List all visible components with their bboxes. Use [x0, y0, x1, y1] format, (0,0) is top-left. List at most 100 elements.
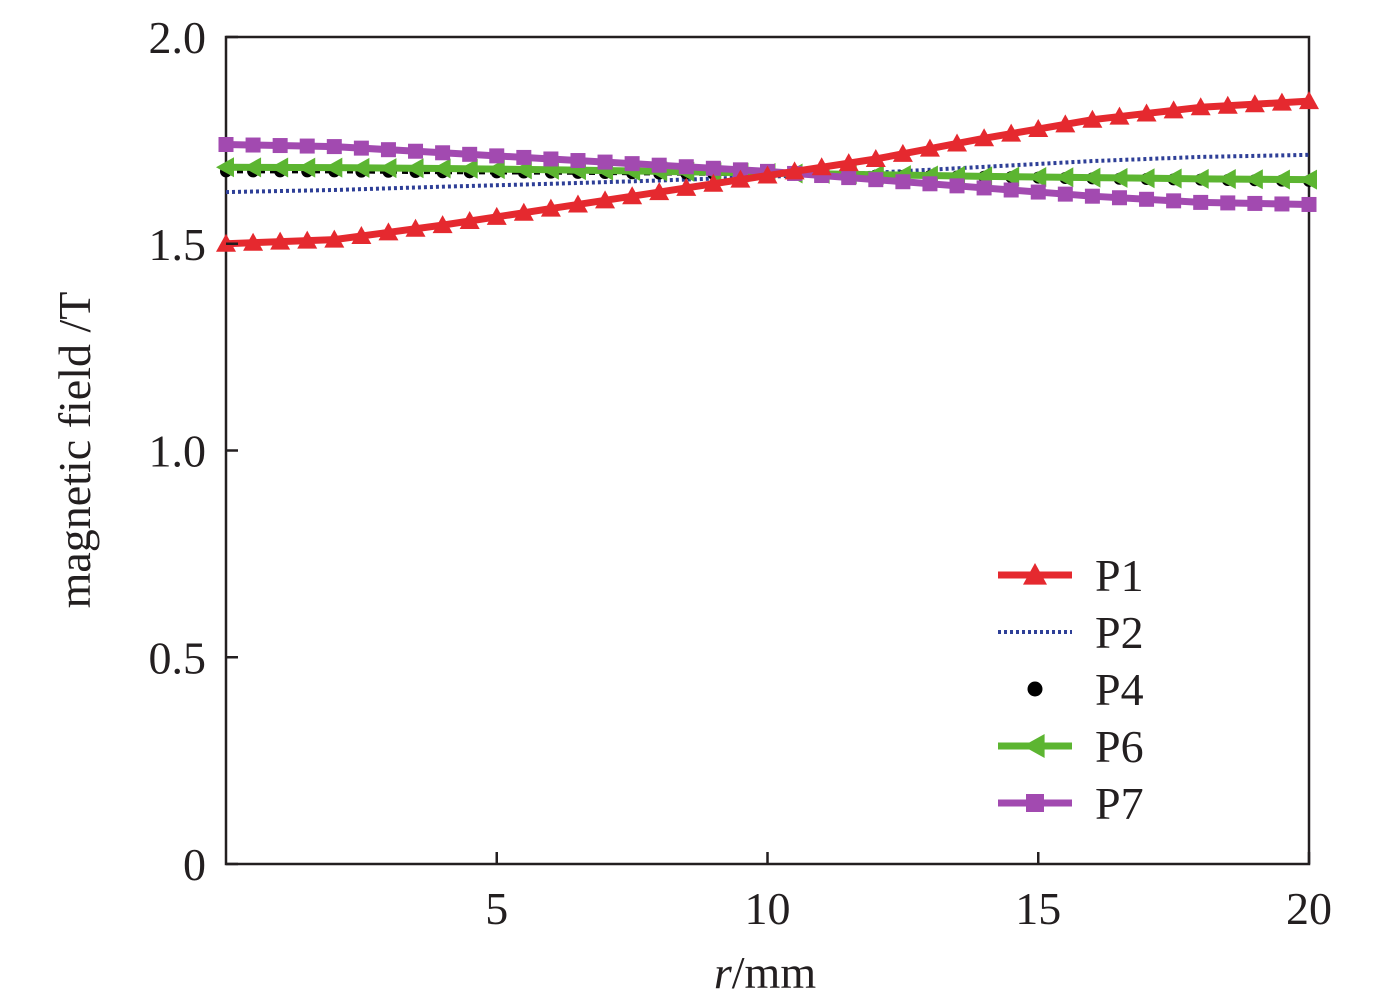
plot-frame: [224, 35, 1311, 866]
data-point: [922, 176, 938, 192]
data-point: [513, 202, 534, 221]
legend-swatch-marker: [1023, 563, 1047, 585]
data-point: [351, 157, 370, 178]
data-point: [895, 174, 911, 190]
legend-item-p2: P2: [998, 607, 1144, 658]
data-point: [1030, 184, 1046, 200]
data-point: [1109, 106, 1130, 125]
data-point: [1082, 109, 1103, 128]
data-point: [1166, 193, 1182, 209]
data-point: [1220, 195, 1236, 211]
x-tick-label: 10: [745, 883, 791, 934]
data-point: [1190, 168, 1209, 189]
data-point: [1139, 191, 1155, 207]
legend-item-p7: P7: [998, 778, 1144, 829]
data-point: [784, 161, 805, 180]
data-point: [678, 159, 694, 175]
legend-item-p6: P6: [998, 721, 1144, 772]
data-point: [567, 194, 588, 213]
data-point: [1084, 188, 1100, 204]
data-point: [651, 157, 667, 173]
data-point: [838, 153, 859, 172]
data-point: [570, 153, 586, 169]
data-point: [705, 160, 721, 176]
data-point: [622, 186, 643, 205]
y-tick-label: 2.0: [149, 12, 207, 63]
data-point: [540, 198, 561, 217]
data-point: [324, 229, 345, 248]
data-point: [486, 159, 505, 180]
legend: P1 P2 P4 P6 P7: [998, 550, 1144, 829]
x-tick-label: 15: [1015, 883, 1061, 934]
data-point: [459, 158, 478, 179]
data-point: [865, 148, 886, 167]
data-point: [1111, 190, 1127, 206]
data-point: [1271, 92, 1292, 111]
data-point: [459, 211, 480, 230]
data-point: [1244, 169, 1263, 190]
legend-swatch-marker: [1023, 734, 1045, 758]
data-point: [1001, 123, 1022, 142]
data-point: [1217, 95, 1238, 114]
data-point: [1190, 97, 1211, 116]
legend-item-p1: P1: [998, 550, 1144, 601]
y-tick-label: 0.5: [149, 632, 207, 683]
data-point: [595, 190, 616, 209]
data-point: [543, 151, 559, 167]
legend-label: P1: [1095, 550, 1144, 601]
data-point: [1299, 91, 1319, 110]
data-point: [326, 139, 342, 155]
data-point: [1028, 119, 1049, 138]
data-point: [324, 157, 343, 178]
data-point: [351, 225, 372, 244]
data-point: [216, 157, 234, 178]
x-axis-title: r/mm: [714, 947, 816, 998]
y-axis-title: magnetic field /T: [49, 292, 100, 609]
data-point: [270, 231, 291, 250]
data-point: [1003, 182, 1019, 198]
data-point: [1109, 167, 1128, 188]
x-tick-label: 5: [485, 883, 508, 934]
x-tick-label: 20: [1286, 883, 1332, 934]
data-point: [1163, 100, 1184, 119]
legend-label: P7: [1095, 778, 1144, 829]
data-point: [676, 177, 697, 196]
data-point: [405, 218, 426, 237]
data-point: [1301, 196, 1317, 212]
data-point: [649, 182, 670, 201]
data-point: [218, 137, 234, 153]
data-point: [919, 138, 940, 157]
legend-item-p4: P4: [1027, 664, 1144, 715]
data-point: [245, 137, 261, 153]
data-point: [868, 172, 884, 188]
plot-area: [224, 35, 1311, 866]
data-point: [380, 142, 396, 158]
data-point: [1055, 167, 1074, 188]
data-point: [703, 173, 724, 192]
data-point: [489, 148, 505, 164]
data-point: [811, 157, 832, 176]
data-point: [1247, 195, 1263, 211]
data-point: [1055, 114, 1076, 133]
data-point: [270, 157, 289, 178]
data-point: [1299, 169, 1317, 190]
data-point: [405, 158, 424, 179]
legend-label: P4: [1095, 664, 1144, 715]
legend-label: P6: [1095, 721, 1144, 772]
x-axis-title-variable: r: [714, 947, 733, 998]
legend-swatch-marker: [1027, 681, 1043, 697]
data-point: [378, 222, 399, 241]
data-point: [757, 165, 778, 184]
data-point: [462, 146, 478, 162]
data-point: [1274, 196, 1290, 212]
data-point: [378, 158, 397, 179]
data-point: [297, 157, 316, 178]
data-point: [243, 157, 262, 178]
x-axis: 5 10 15 20: [485, 852, 1332, 934]
x-axis-title-unit: /mm: [732, 947, 817, 998]
legend-swatch-marker: [1026, 794, 1044, 812]
data-point: [486, 206, 507, 225]
data-point: [1217, 169, 1236, 190]
data-point: [949, 178, 965, 194]
data-point: [516, 149, 532, 165]
